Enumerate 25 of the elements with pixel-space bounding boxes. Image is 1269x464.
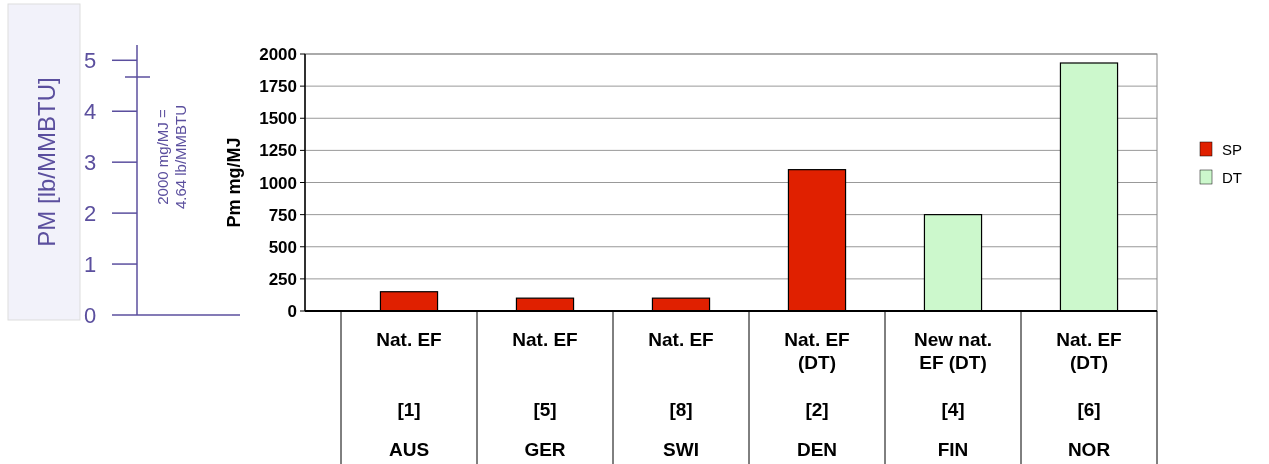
category-label: Nat. EF [8] SWI <box>648 329 714 460</box>
y-tick-label: 2000 <box>259 45 297 64</box>
y2-tick-label: 3 <box>83 150 97 176</box>
y-tick-label: 250 <box>268 269 297 289</box>
category-label: Nat. EF [1] AUS <box>376 329 442 460</box>
y2-tick-label: 5 <box>83 48 97 74</box>
y-tick-label: 1250 <box>259 141 297 161</box>
y2-tick-label: 0 <box>83 303 97 328</box>
legend-label: DT <box>1222 169 1242 186</box>
y2-tick-label: 2 <box>83 201 97 227</box>
y-tick-label: 1750 <box>259 77 297 97</box>
y-axis-title: Pm mg/MJ <box>224 137 244 228</box>
legend-label: SP <box>1222 141 1243 158</box>
y2-tick-label: 4 <box>83 99 97 125</box>
category-label: Nat. EF (DT) [2] DEN <box>784 329 850 460</box>
category-label: New nat. EF (DT) [4] FIN <box>913 329 993 460</box>
y-tick-label: 1000 <box>259 173 297 193</box>
y-tick-label: 750 <box>268 205 297 225</box>
y2-axis-title: PM [lb/MMBTU] <box>33 77 60 247</box>
y-tick-label: 1500 <box>259 109 297 129</box>
category-label: Nat. EF (DT) [6] NOR <box>1056 329 1122 460</box>
y-tick-label: 500 <box>268 237 297 257</box>
y-tick-label: 0 <box>287 302 297 321</box>
category-label: Nat. EF [5] GER <box>512 329 578 460</box>
y2-tick-label: 1 <box>83 252 97 278</box>
